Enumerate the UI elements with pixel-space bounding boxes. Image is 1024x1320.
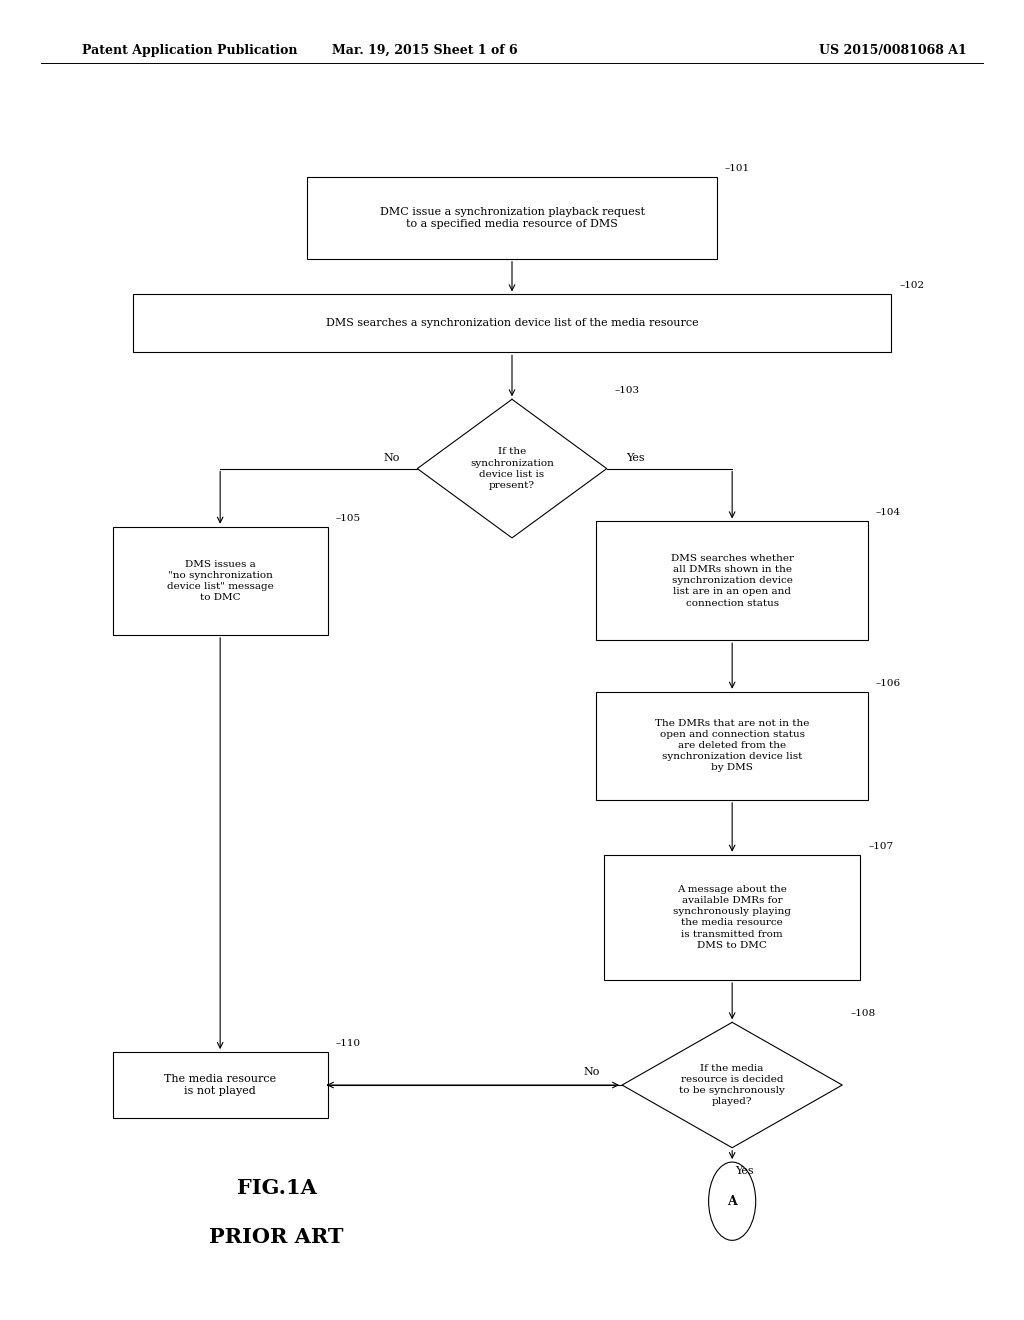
Text: US 2015/0081068 A1: US 2015/0081068 A1: [819, 44, 967, 57]
Text: No: No: [584, 1067, 599, 1077]
FancyBboxPatch shape: [133, 294, 891, 352]
Text: Yes: Yes: [735, 1167, 754, 1176]
Text: –107: –107: [868, 842, 894, 851]
Text: The DMRs that are not in the
open and connection status
are deleted from the
syn: The DMRs that are not in the open and co…: [655, 719, 809, 772]
Text: Patent Application Publication: Patent Application Publication: [82, 44, 297, 57]
Ellipse shape: [709, 1162, 756, 1241]
FancyBboxPatch shape: [596, 521, 868, 640]
FancyBboxPatch shape: [604, 855, 860, 979]
Text: The media resource
is not played: The media resource is not played: [164, 1074, 276, 1096]
Text: Yes: Yes: [626, 453, 645, 463]
FancyBboxPatch shape: [113, 527, 328, 635]
Polygon shape: [622, 1022, 842, 1147]
Text: –104: –104: [876, 508, 901, 517]
Text: –110: –110: [336, 1039, 361, 1048]
FancyBboxPatch shape: [596, 692, 868, 800]
Text: PRIOR ART: PRIOR ART: [209, 1226, 344, 1247]
Text: If the
synchronization
device list is
present?: If the synchronization device list is pr…: [470, 447, 554, 490]
FancyBboxPatch shape: [113, 1052, 328, 1118]
Text: –101: –101: [725, 164, 751, 173]
Text: If the media
resource is decided
to be synchronously
played?: If the media resource is decided to be s…: [679, 1064, 785, 1106]
Text: –102: –102: [899, 281, 925, 290]
Text: FIG.1A: FIG.1A: [237, 1177, 316, 1199]
Text: –103: –103: [614, 387, 640, 396]
FancyBboxPatch shape: [307, 177, 717, 259]
Text: A message about the
available DMRs for
synchronously playing
the media resource
: A message about the available DMRs for s…: [673, 886, 792, 949]
Text: DMS issues a
"no synchronization
device list" message
to DMC: DMS issues a "no synchronization device …: [167, 560, 273, 602]
Text: –106: –106: [876, 678, 901, 688]
Text: DMC issue a synchronization playback request
to a specified media resource of DM: DMC issue a synchronization playback req…: [380, 207, 644, 228]
Text: –108: –108: [850, 1010, 876, 1019]
Polygon shape: [418, 399, 606, 539]
Text: DMS searches whether
all DMRs shown in the
synchronization device
list are in an: DMS searches whether all DMRs shown in t…: [671, 554, 794, 607]
Text: DMS searches a synchronization device list of the media resource: DMS searches a synchronization device li…: [326, 318, 698, 329]
Text: A: A: [727, 1195, 737, 1208]
Text: Mar. 19, 2015 Sheet 1 of 6: Mar. 19, 2015 Sheet 1 of 6: [332, 44, 518, 57]
Text: –105: –105: [336, 513, 361, 523]
Text: No: No: [384, 453, 399, 463]
